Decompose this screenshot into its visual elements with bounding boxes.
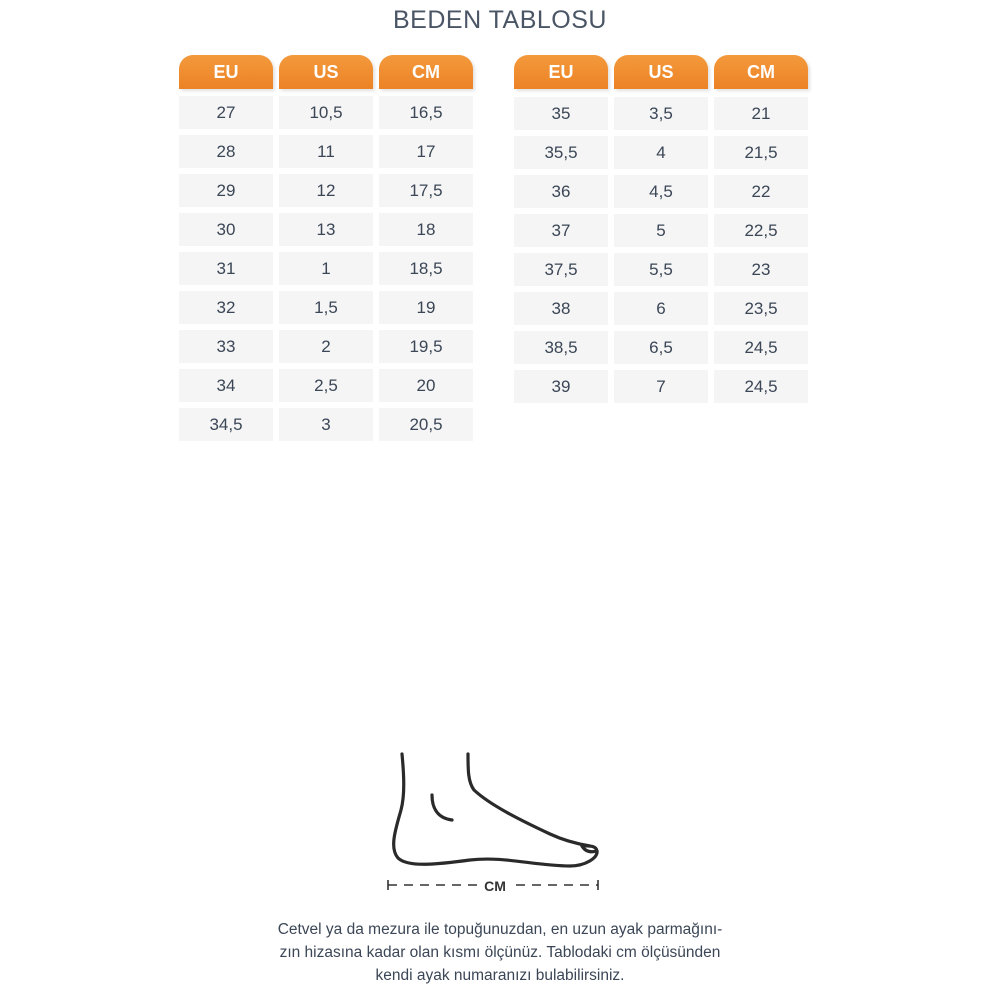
table-row: 31 1 18,5 xyxy=(179,252,473,285)
table-row: 38 6 23,5 xyxy=(514,292,808,325)
table-cell: 19 xyxy=(379,291,473,324)
table-row: 38,5 6,5 24,5 xyxy=(514,331,808,364)
table-row: 36 4,5 22 xyxy=(514,175,808,208)
column-header: CM xyxy=(379,55,473,89)
table-row: 35,5 4 21,5 xyxy=(514,136,808,169)
table-cell: 12 xyxy=(279,174,373,207)
table-cell: 23 xyxy=(714,253,808,286)
size-table-right: EU US CM 35 3,5 21 35,5 4 21,5 36 4,5 22 37 5 22,5 37,5… xyxy=(514,55,808,403)
table-cell: 20 xyxy=(379,369,473,402)
instruction-line: Cetvel ya da mezura ile topuğunuzdan, en… xyxy=(277,921,723,938)
table-cell: 2 xyxy=(279,330,373,363)
table-cell: 37,5 xyxy=(514,253,608,286)
measure-label: CM xyxy=(484,878,506,894)
table-cell: 18 xyxy=(379,213,473,246)
table-cell: 34 xyxy=(179,369,273,402)
table-cell: 29 xyxy=(179,174,273,207)
table-row: 33 2 19,5 xyxy=(179,330,473,363)
table-cell: 6 xyxy=(614,292,708,325)
measurement-instructions: Cetvel ya da mezura ile topuğunuzdan, en… xyxy=(0,918,1000,987)
table-row: 29 12 17,5 xyxy=(179,174,473,207)
table-cell: 21,5 xyxy=(714,136,808,169)
size-table-left: EU US CM 27 10,5 16,5 28 11 17 29 12 17,5 30 13 18 31 1 1… xyxy=(179,55,473,441)
table-cell: 30 xyxy=(179,213,273,246)
table-cell: 37 xyxy=(514,214,608,247)
table-cell: 19,5 xyxy=(379,330,473,363)
table-cell: 35 xyxy=(514,97,608,130)
table-row: 27 10,5 16,5 xyxy=(179,96,473,129)
table-cell: 33 xyxy=(179,330,273,363)
table-cell: 1 xyxy=(279,252,373,285)
table-cell: 13 xyxy=(279,213,373,246)
table-cell: 24,5 xyxy=(714,370,808,403)
table-cell: 36 xyxy=(514,175,608,208)
instruction-line: kendi ayak numaranızı bulabilirsiniz. xyxy=(375,967,625,984)
column-header: CM xyxy=(714,55,808,89)
table-cell: 4,5 xyxy=(614,175,708,208)
table-cell: 4 xyxy=(614,136,708,169)
table-cell: 28 xyxy=(179,135,273,168)
column-header: EU xyxy=(179,55,273,89)
table-cell: 39 xyxy=(514,370,608,403)
table-cell: 20,5 xyxy=(379,408,473,441)
table-row: 37 5 22,5 xyxy=(514,214,808,247)
table-row: 28 11 17 xyxy=(179,135,473,168)
table-header: EU US CM xyxy=(179,55,473,89)
table-cell: 24,5 xyxy=(714,331,808,364)
table-cell: 27 xyxy=(179,96,273,129)
table-row: 35 3,5 21 xyxy=(514,97,808,130)
column-header: EU xyxy=(514,55,608,89)
table-cell: 3,5 xyxy=(614,97,708,130)
table-cell: 6,5 xyxy=(614,331,708,364)
table-cell: 7 xyxy=(614,370,708,403)
table-cell: 18,5 xyxy=(379,252,473,285)
page-title: BEDEN TABLOSU xyxy=(393,6,607,34)
instruction-line: zın hizasına kadar olan kısmı ölçünüz. T… xyxy=(279,944,721,961)
table-cell: 22 xyxy=(714,175,808,208)
table-header: EU US CM xyxy=(514,55,808,89)
table-cell: 21 xyxy=(714,97,808,130)
table-cell: 5,5 xyxy=(614,253,708,286)
table-cell: 3 xyxy=(279,408,373,441)
table-cell: 23,5 xyxy=(714,292,808,325)
table-cell: 31 xyxy=(179,252,273,285)
table-row: 34,5 3 20,5 xyxy=(179,408,473,441)
table-cell: 35,5 xyxy=(514,136,608,169)
table-cell: 11 xyxy=(279,135,373,168)
table-cell: 17 xyxy=(379,135,473,168)
table-cell: 32 xyxy=(179,291,273,324)
table-row: 37,5 5,5 23 xyxy=(514,253,808,286)
table-cell: 16,5 xyxy=(379,96,473,129)
table-cell: 38 xyxy=(514,292,608,325)
table-row: 32 1,5 19 xyxy=(179,291,473,324)
table-cell: 2,5 xyxy=(279,369,373,402)
table-row: 30 13 18 xyxy=(179,213,473,246)
table-cell: 22,5 xyxy=(714,214,808,247)
table-cell: 34,5 xyxy=(179,408,273,441)
table-cell: 1,5 xyxy=(279,291,373,324)
table-cell: 10,5 xyxy=(279,96,373,129)
table-row: 39 7 24,5 xyxy=(514,370,808,403)
table-cell: 5 xyxy=(614,214,708,247)
table-row: 34 2,5 20 xyxy=(179,369,473,402)
table-cell: 17,5 xyxy=(379,174,473,207)
column-header: US xyxy=(614,55,708,89)
table-cell: 38,5 xyxy=(514,331,608,364)
column-header: US xyxy=(279,55,373,89)
